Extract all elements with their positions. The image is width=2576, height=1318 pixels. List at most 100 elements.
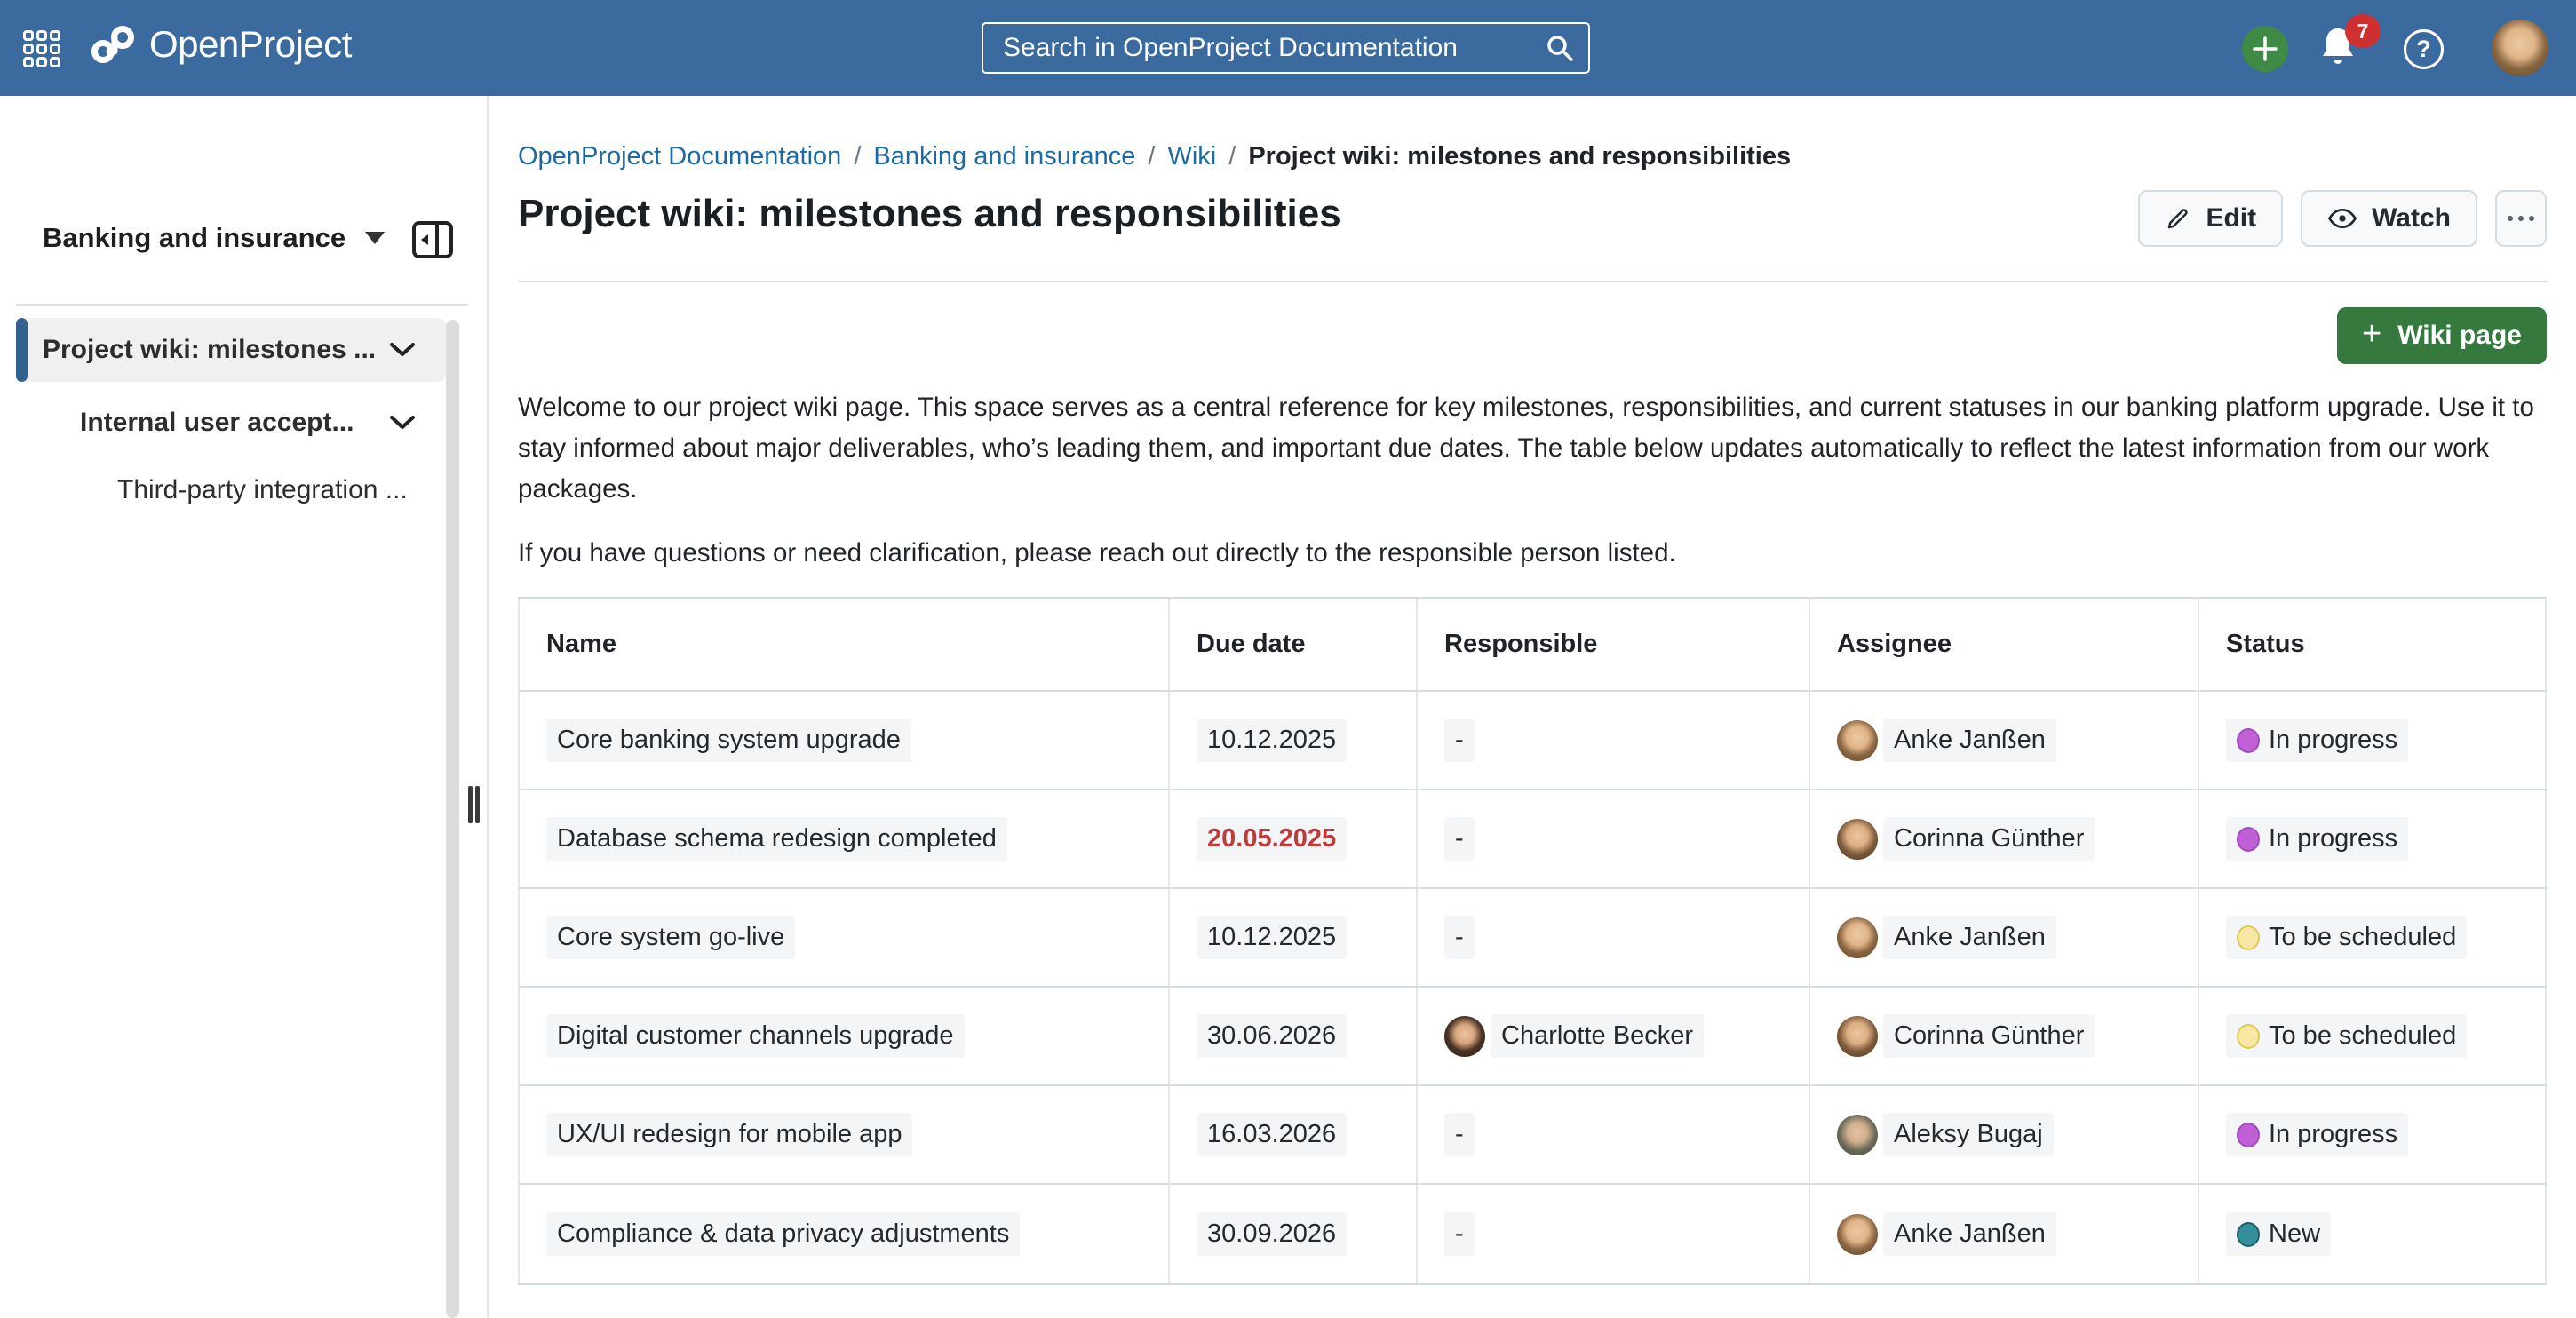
project-name: Banking and insurance [43,222,346,253]
cell-assignee[interactable]: Anke Janßen [1810,889,2199,986]
cell-name[interactable]: Core system go-live [518,889,1170,986]
person-name[interactable]: Anke Janßen [1883,916,2056,959]
status-badge[interactable]: In progress [2226,719,2409,762]
avatar[interactable] [1837,917,1878,958]
project-selector[interactable]: Banking and insurance [43,222,386,254]
cell-status[interactable]: In progress [2199,692,2547,789]
watch-button[interactable]: Watch [2301,190,2477,247]
cell-status[interactable]: In progress [2199,1086,2547,1183]
breadcrumb-link-documentation[interactable]: OpenProject Documentation [518,142,842,171]
status-badge[interactable]: New [2226,1212,2332,1256]
user-avatar[interactable] [2492,20,2548,76]
person-name[interactable]: Corinna Günther [1883,817,2095,861]
cell-status[interactable]: To be scheduled [2199,988,2547,1084]
cell-responsible[interactable]: - [1418,1086,1810,1183]
cell-assignee[interactable]: Aleksy Bugaj [1810,1086,2199,1183]
cell-assignee[interactable]: Anke Janßen [1810,1185,2199,1283]
chevron-down-icon[interactable] [388,414,417,432]
collapse-sidebar-button[interactable] [410,218,455,266]
work-package-name[interactable]: Digital customer channels upgrade [546,1014,965,1058]
edit-button[interactable]: Edit [2138,190,2284,247]
person-name[interactable]: Anke Janßen [1883,719,2056,762]
due-date-value[interactable]: 30.06.2026 [1197,1014,1348,1058]
empty-value: - [1444,1212,1475,1256]
sidebar-item-internal-user-acceptance[interactable]: Internal user accept... [16,391,449,455]
cell-due-date[interactable]: 10.12.2025 [1170,692,1418,789]
add-wiki-page-button[interactable]: + Wiki page [2337,307,2547,364]
collapse-sidebar-icon [412,221,453,258]
status-dot-icon [2237,826,2260,852]
avatar[interactable] [1837,719,1878,761]
sidebar-scrollbar[interactable] [446,320,459,1318]
table-row: Compliance & data privacy adjustments 30… [518,1185,2547,1283]
person-name[interactable]: Corinna Günther [1883,1014,2095,1058]
due-date-value[interactable]: 10.12.2025 [1197,719,1348,762]
status-label: In progress [2269,726,2398,754]
cell-due-date[interactable]: 20.05.2025 [1170,790,1418,887]
sidebar-item-project-wiki[interactable]: Project wiki: milestones ... [16,318,449,382]
cell-assignee[interactable]: Corinna Günther [1810,790,2199,887]
work-package-name[interactable]: Core banking system upgrade [546,719,911,762]
chevron-down-icon[interactable] [388,341,417,359]
status-label: In progress [2269,1120,2398,1148]
cell-name[interactable]: Database schema redesign completed [518,790,1170,887]
person-name[interactable]: Aleksy Bugaj [1883,1113,2054,1156]
work-package-name[interactable]: Compliance & data privacy adjustments [546,1212,1021,1256]
due-date-value[interactable]: 20.05.2025 [1197,817,1348,861]
status-badge[interactable]: To be scheduled [2226,916,2468,959]
notifications-button[interactable]: 7 [2317,14,2381,76]
cell-due-date[interactable]: 30.09.2026 [1170,1185,1418,1283]
cell-responsible[interactable]: - [1418,790,1810,887]
cell-status[interactable]: New [2199,1185,2547,1283]
due-date-value[interactable]: 10.12.2025 [1197,916,1348,959]
cell-status[interactable]: To be scheduled [2199,889,2547,986]
work-package-name[interactable]: UX/UI redesign for mobile app [546,1113,913,1156]
cell-name[interactable]: Compliance & data privacy adjustments [518,1185,1170,1283]
cell-assignee[interactable]: Corinna Günther [1810,988,2199,1084]
avatar[interactable] [1837,1114,1878,1155]
cell-due-date[interactable]: 16.03.2026 [1170,1086,1418,1183]
quick-add-button[interactable] [2242,26,2288,72]
cell-responsible[interactable]: Charlotte Becker [1418,988,1810,1084]
breadcrumb-link-project[interactable]: Banking and insurance [873,142,1136,171]
cell-name[interactable]: UX/UI redesign for mobile app [518,1086,1170,1183]
cell-assignee[interactable]: Anke Janßen [1810,692,2199,789]
logo-text: OpenProject [149,23,352,65]
avatar[interactable] [1444,1015,1485,1057]
apps-grid-icon[interactable] [23,30,62,67]
cell-name[interactable]: Core banking system upgrade [518,692,1170,789]
cell-name[interactable]: Digital customer channels upgrade [518,988,1170,1084]
due-date-value[interactable]: 30.09.2026 [1197,1212,1348,1256]
avatar[interactable] [1837,1213,1878,1255]
status-dot-icon [2237,925,2260,950]
status-badge[interactable]: In progress [2226,817,2409,861]
work-package-name[interactable]: Database schema redesign completed [546,817,1007,861]
more-button[interactable] [2495,190,2547,247]
person-name[interactable]: Charlotte Becker [1491,1014,1704,1058]
breadcrumb-link-wiki[interactable]: Wiki [1167,142,1217,171]
work-package-name[interactable]: Core system go-live [546,916,796,959]
search-input[interactable] [982,22,1590,74]
notification-badge[interactable]: 7 [2345,14,2381,48]
cell-due-date[interactable]: 10.12.2025 [1170,889,1418,986]
contact-paragraph: If you have questions or need clarificat… [518,538,1676,568]
avatar[interactable] [1837,1015,1878,1057]
cell-responsible[interactable]: - [1418,692,1810,789]
sidebar-resize-handle[interactable] [468,786,480,823]
search-icon[interactable] [1546,34,1574,62]
add-wiki-page-label: Wiki page [2397,321,2522,350]
status-label: To be scheduled [2269,923,2457,951]
cell-status[interactable]: In progress [2199,790,2547,887]
cell-responsible[interactable]: - [1418,1185,1810,1283]
avatar[interactable] [1837,818,1878,860]
person-name[interactable]: Anke Janßen [1883,1212,2056,1256]
help-button[interactable]: ? [2404,29,2444,69]
due-date-value[interactable]: 16.03.2026 [1197,1113,1348,1156]
openproject-logo[interactable]: OpenProject [91,23,352,66]
cell-due-date[interactable]: 30.06.2026 [1170,988,1418,1084]
sidebar-item-third-party-integration[interactable]: Third-party integration ... [16,458,449,522]
column-header-name: Name [518,599,1170,690]
status-badge[interactable]: To be scheduled [2226,1014,2468,1058]
status-badge[interactable]: In progress [2226,1113,2409,1156]
cell-responsible[interactable]: - [1418,889,1810,986]
